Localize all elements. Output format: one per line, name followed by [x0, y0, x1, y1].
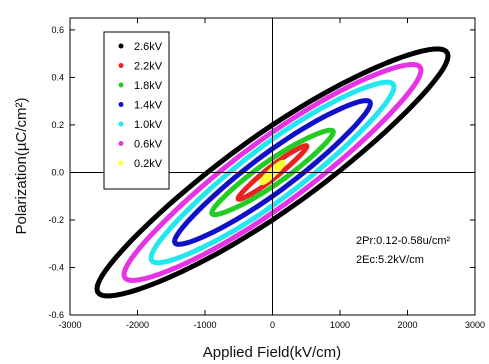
x-tick-label: -2000 [126, 320, 149, 330]
x-tick-label: 3000 [465, 320, 485, 330]
legend-label: 2.2kV [134, 61, 163, 73]
x-tick-label: 1000 [330, 320, 350, 330]
y-tick-label: 0.2 [51, 120, 64, 130]
loop-0-2kV [259, 159, 286, 186]
loop-2-2kV [235, 143, 310, 202]
annotation-2ec: 2Ec:5.2kV/cm [356, 254, 424, 266]
y-axis-label: Polarization(µC/cm²) [13, 97, 30, 234]
loop-1-4kV [172, 98, 373, 247]
y-tick-label: -0.4 [48, 262, 64, 272]
legend-label: 0.6kV [134, 139, 163, 151]
y-tick-label: 0.0 [51, 167, 64, 177]
y-tick-label: -0.2 [48, 215, 64, 225]
legend-marker [118, 82, 124, 88]
x-tick-label: -3000 [58, 320, 81, 330]
annotation-2pr: 2Pr:0.12-0.58u/cm² [356, 235, 450, 247]
legend-label: 1.8kV [134, 80, 163, 92]
x-axis-ticks: -3000 -2000 -1000 0 1000 2000 3000 [58, 18, 485, 330]
y-axis-ticks: -0.6 -0.4 -0.2 0.0 0.2 0.4 0.6 [48, 25, 475, 320]
legend-label: 2.6kV [134, 41, 163, 53]
loop-1-0kV [148, 79, 397, 266]
legend-marker [118, 160, 124, 166]
legend-marker [118, 43, 124, 49]
x-tick-label: 2000 [397, 320, 417, 330]
y-tick-label: 0.4 [51, 72, 64, 82]
x-axis-label: Applied Field(kV/cm) [203, 344, 341, 361]
legend-marker [118, 121, 124, 127]
legend-marker [118, 102, 124, 107]
loop-2-6kV [94, 46, 451, 299]
legend-marker [118, 141, 124, 146]
x-tick-label: -1000 [193, 320, 216, 330]
x-tick-label: 0 [270, 320, 275, 330]
legend-label: 1.4kV [134, 100, 163, 112]
legend: 2.6kV 2.2kV 1.8kV 1.4kV 1.0kV 0.6kV 0.2kV [103, 31, 170, 190]
loop-1-8kV [209, 127, 336, 218]
y-tick-label: -0.6 [48, 310, 64, 320]
legend-label: 0.2kV [134, 158, 163, 170]
legend-marker [118, 63, 124, 68]
loop-group [94, 46, 451, 299]
legend-box [103, 31, 170, 190]
legend-label: 1.0kV [134, 119, 163, 131]
y-tick-label: 0.6 [51, 25, 64, 35]
loop-0-6kV [121, 62, 424, 283]
